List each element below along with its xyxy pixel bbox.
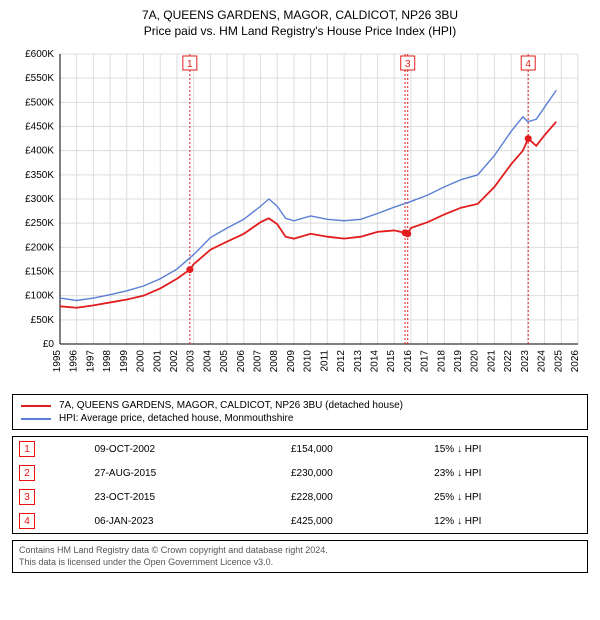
x-tick-label: 2023 [520,350,531,373]
x-tick-label: 2009 [286,350,297,373]
event-marker: 1 [187,59,193,70]
x-tick-label: 2011 [319,350,330,372]
legend-row: HPI: Average price, detached house, Monm… [21,412,579,425]
sale-delta: 12% ↓ HPI [428,509,587,534]
chart-svg: £0 £50K £100K £150K £200K £250K £300K £350K £400… [12,46,588,386]
x-tick-label: 2025 [553,350,564,373]
x-tick-label: 2008 [269,350,280,373]
x-tick-label: 2022 [503,350,514,373]
sale-delta: 23% ↓ HPI [428,461,587,485]
legend-swatch [21,418,51,420]
sale-date: 09-OCT-2002 [88,437,284,462]
x-tick-label: 2014 [369,350,380,373]
footer-line2: This data is licensed under the Open Gov… [19,557,581,569]
chart: £0 £50K £100K £150K £200K £250K £300K £350K £400… [12,46,588,386]
y-tick-label: £200K [25,242,54,253]
table-row: 4 06-JAN-2023£425,00012% ↓ HPI [13,509,588,534]
x-tick-label: 1995 [52,350,63,373]
footer-line1: Contains HM Land Registry data © Crown c… [19,545,581,557]
x-tick-label: 2013 [353,350,364,373]
legend: 7A, QUEENS GARDENS, MAGOR, CALDICOT, NP2… [12,394,588,430]
sale-point [525,135,532,142]
x-tick-label: 2003 [186,350,197,373]
x-tick-label: 2016 [403,350,414,373]
x-tick-label: 2004 [202,350,213,373]
legend-label: 7A, QUEENS GARDENS, MAGOR, CALDICOT, NP2… [59,400,403,411]
x-tick-label: 2000 [136,350,147,373]
x-tick-label: 2018 [436,350,447,373]
y-tick-label: £500K [25,97,54,108]
sale-marker: 1 [19,441,35,457]
x-tick-label: 1997 [85,350,96,373]
y-tick-label: £350K [25,170,54,181]
x-tick-label: 2001 [152,350,163,373]
sale-price: £228,000 [285,485,428,509]
y-tick-label: £600K [25,49,54,60]
y-tick-label: £150K [25,267,54,278]
x-tick-label: 2005 [219,350,230,373]
legend-label: HPI: Average price, detached house, Monm… [59,413,293,424]
table-row: 3 23-OCT-2015£228,00025% ↓ HPI [13,485,588,509]
table-row: 2 27-AUG-2015£230,00023% ↓ HPI [13,461,588,485]
y-tick-label: £50K [31,315,55,326]
sale-price: £230,000 [285,461,428,485]
sale-marker: 2 [19,465,35,481]
x-tick-label: 2007 [253,350,264,373]
x-tick-label: 2006 [236,350,247,373]
x-tick-label: 2019 [453,350,464,373]
sale-point [404,230,411,237]
footer: Contains HM Land Registry data © Crown c… [12,540,588,573]
y-tick-label: £550K [25,73,54,84]
sale-delta: 15% ↓ HPI [428,437,587,462]
sale-date: 27-AUG-2015 [88,461,284,485]
x-tick-label: 1999 [119,350,130,373]
x-tick-label: 2012 [336,350,347,373]
x-tick-label: 2026 [570,350,581,373]
x-tick-label: 2021 [486,350,497,373]
sale-price: £425,000 [285,509,428,534]
sale-price: £154,000 [285,437,428,462]
event-marker: 3 [405,59,411,70]
sale-delta: 25% ↓ HPI [428,485,587,509]
x-tick-label: 2015 [386,350,397,373]
legend-row: 7A, QUEENS GARDENS, MAGOR, CALDICOT, NP2… [21,399,579,412]
sale-marker: 4 [19,513,35,529]
y-tick-label: £400K [25,146,54,157]
sale-date: 06-JAN-2023 [88,509,284,534]
x-tick-label: 2010 [303,350,314,373]
x-tick-label: 2002 [169,350,180,373]
table-row: 1 09-OCT-2002£154,00015% ↓ HPI [13,437,588,462]
sale-point [186,266,193,273]
y-tick-label: £450K [25,122,54,133]
title-block: 7A, QUEENS GARDENS, MAGOR, CALDICOT, NP2… [12,8,588,38]
event-marker: 4 [525,59,531,70]
x-tick-label: 2017 [420,350,431,373]
sale-marker: 3 [19,489,35,505]
legend-swatch [21,405,51,407]
title-main: 7A, QUEENS GARDENS, MAGOR, CALDICOT, NP2… [12,8,588,22]
page-container: 7A, QUEENS GARDENS, MAGOR, CALDICOT, NP2… [0,0,600,581]
x-tick-label: 1998 [102,350,113,373]
y-tick-label: £300K [25,194,54,205]
y-tick-label: £0 [43,339,55,350]
title-sub: Price paid vs. HM Land Registry's House … [12,24,588,38]
x-tick-label: 2020 [470,350,481,373]
sale-date: 23-OCT-2015 [88,485,284,509]
sales-table: 1 09-OCT-2002£154,00015% ↓ HPI 2 27-AUG-201… [12,436,588,534]
y-tick-label: £250K [25,218,54,229]
y-tick-label: £100K [25,291,54,302]
x-tick-label: 2024 [537,350,548,373]
x-tick-label: 1996 [69,350,80,373]
